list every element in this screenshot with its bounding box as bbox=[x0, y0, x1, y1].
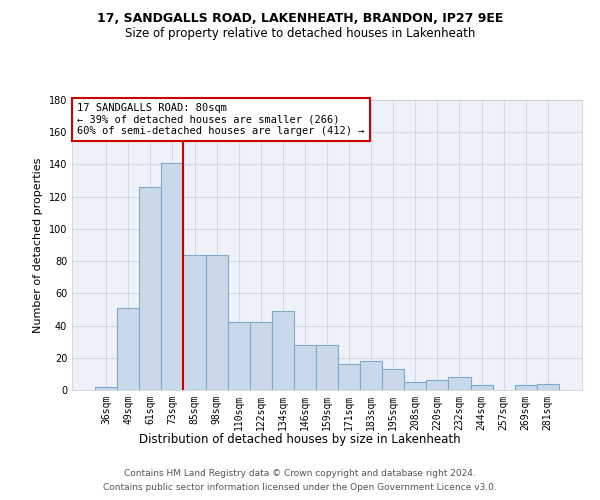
Bar bbox=[250, 322, 272, 390]
Bar bbox=[427, 380, 448, 390]
Bar bbox=[139, 187, 161, 390]
Bar bbox=[470, 385, 493, 390]
Bar bbox=[537, 384, 559, 390]
Bar bbox=[515, 385, 537, 390]
Text: 17 SANDGALLS ROAD: 80sqm
← 39% of detached houses are smaller (266)
60% of semi-: 17 SANDGALLS ROAD: 80sqm ← 39% of detach… bbox=[77, 103, 365, 136]
Text: Contains HM Land Registry data © Crown copyright and database right 2024.: Contains HM Land Registry data © Crown c… bbox=[124, 468, 476, 477]
Text: Size of property relative to detached houses in Lakenheath: Size of property relative to detached ho… bbox=[125, 28, 475, 40]
Bar bbox=[338, 364, 360, 390]
Y-axis label: Number of detached properties: Number of detached properties bbox=[33, 158, 43, 332]
Bar bbox=[117, 308, 139, 390]
Bar bbox=[206, 254, 227, 390]
Bar bbox=[448, 377, 470, 390]
Bar bbox=[316, 345, 338, 390]
Bar bbox=[161, 163, 184, 390]
Bar bbox=[95, 387, 117, 390]
Bar bbox=[272, 311, 294, 390]
Text: Distribution of detached houses by size in Lakenheath: Distribution of detached houses by size … bbox=[139, 432, 461, 446]
Text: 17, SANDGALLS ROAD, LAKENHEATH, BRANDON, IP27 9EE: 17, SANDGALLS ROAD, LAKENHEATH, BRANDON,… bbox=[97, 12, 503, 26]
Text: Contains public sector information licensed under the Open Government Licence v3: Contains public sector information licen… bbox=[103, 484, 497, 492]
Bar bbox=[360, 361, 382, 390]
Bar bbox=[294, 345, 316, 390]
Bar bbox=[184, 254, 206, 390]
Bar bbox=[404, 382, 427, 390]
Bar bbox=[382, 369, 404, 390]
Bar bbox=[227, 322, 250, 390]
